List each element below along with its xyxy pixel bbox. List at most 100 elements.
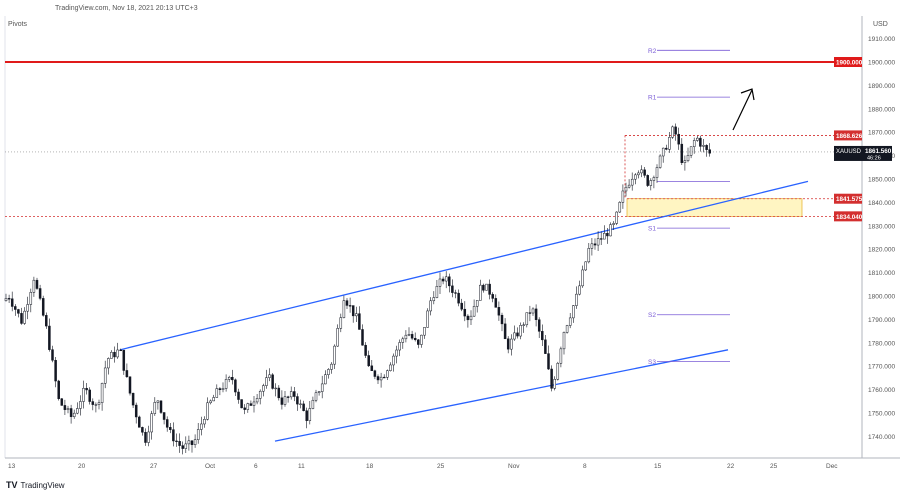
candle-body [224,379,228,389]
candle-body [510,338,513,350]
candle-body [503,323,507,340]
candle-body [525,312,529,326]
candle-body [122,349,126,371]
candle-body [634,174,637,180]
candle-body [621,190,625,203]
candle-body [348,305,352,307]
candle-body [327,369,330,375]
candle-body [35,279,39,289]
candle-body [488,283,491,295]
candle-body [500,314,504,325]
candle-body [32,279,36,293]
candle-body [283,396,287,405]
candle-body [677,133,680,145]
candle-body [159,400,163,413]
candle-body [364,344,367,356]
candle-body [699,137,702,147]
candle-body [184,443,188,449]
candle-body [584,261,587,271]
candle-body [423,327,426,336]
candle-body [156,400,160,403]
candle-body [370,365,374,371]
candle-body [643,169,646,176]
candle-body [351,305,355,317]
candle-body [578,285,581,295]
candle-body [708,149,711,154]
candle-body [57,380,60,399]
candle-body [646,175,649,186]
candle-body [299,403,302,405]
candle-body [119,349,122,352]
candle-body [144,432,147,443]
candle-body [466,315,470,321]
channel-upper-line [119,180,809,351]
y-tick-label: 1830.000 [868,223,895,230]
key-resistance-tag-bg [834,57,862,67]
candle-body [630,178,634,186]
candle-body [255,398,259,403]
candle-body [367,355,370,367]
support-upper-tag: 1841.575 [836,196,863,203]
candle-body [91,401,95,405]
candle-body [187,440,191,445]
candle-body [258,390,262,399]
candle-body [237,391,240,400]
candle-body [203,419,206,425]
candle-body [268,374,271,378]
x-tick-label: 22 [727,463,735,470]
candle-body [240,399,243,409]
candle-body [516,332,519,337]
y-tick-label: 1840.000 [868,200,895,207]
candle-body [612,223,615,225]
candle-body [215,388,219,398]
current-symbol: XAUUSD [836,149,862,155]
current-price-tag-bg [834,145,862,161]
candle-body [72,412,76,417]
x-tick-label: Nov [508,463,520,470]
candle-body [311,399,315,409]
candle-body [587,248,591,263]
candle-body [314,392,318,401]
candle-body [441,278,445,282]
y-tick-label: 1880.000 [868,106,895,113]
price-axis: 1740.000 1750.000 1760.000 1770.000 1780.000… [868,36,895,441]
candle-body [252,401,256,406]
x-tick-label: Dec [826,463,838,470]
candle-body [668,137,671,150]
candle-body [7,298,11,300]
candle-body [426,310,429,328]
candle-body [51,349,54,361]
candle-body [41,298,45,316]
candle-body [565,325,569,333]
candle-body [63,405,67,410]
candle-body [537,319,541,332]
candle-body [66,408,70,410]
candle-body [103,367,107,384]
y-tick-label: 1820.000 [868,247,895,254]
tv-logo-icon: TV [6,480,18,490]
candle-body [277,387,281,399]
candle-body [330,363,333,370]
candle-body [404,334,408,340]
bar-countdown: 46:26 [867,155,881,161]
candle-body [658,155,662,168]
candle-body [432,297,436,302]
current-price-value-bg [862,145,892,161]
candle-body [680,143,684,163]
candle-body [345,300,349,306]
candle-body [547,353,550,370]
support-lower-tag: 1834.040 [836,214,863,221]
candle-body [79,401,82,409]
x-tick-label: 6 [254,463,258,470]
candle-body [10,298,14,307]
candle-body [627,184,631,188]
candle-body [674,126,677,135]
y-tick-label: 1850.000 [868,177,895,184]
candle-body [234,379,237,393]
candle-body [593,243,597,246]
candle-body [94,404,98,406]
candlesticks [4,123,711,455]
candle-body [661,147,665,157]
candle-body [358,313,361,330]
